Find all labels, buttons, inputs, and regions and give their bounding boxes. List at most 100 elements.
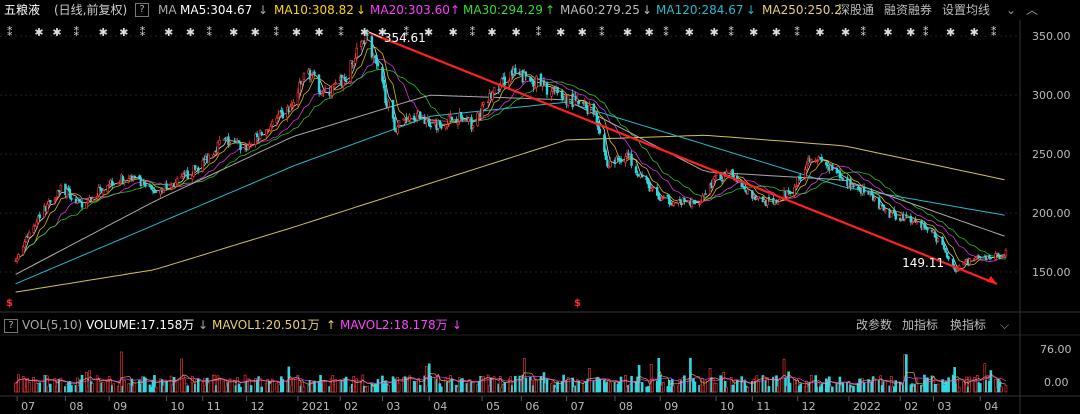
adjust-mode[interactable]: (日线,前复权) xyxy=(54,3,128,17)
candle-body xyxy=(254,133,257,146)
candle-body xyxy=(70,197,73,200)
volume-bar xyxy=(331,375,334,393)
candle-body xyxy=(648,182,651,192)
event-marker: ⁑ xyxy=(206,26,212,39)
volume-bar xyxy=(302,386,306,393)
high-price-label: 354.61 xyxy=(384,31,426,45)
price-tick-label: 300.00 xyxy=(1032,89,1071,102)
candle-body xyxy=(962,262,965,266)
volume-bar xyxy=(725,387,728,393)
candle-body xyxy=(879,204,882,209)
candle-body xyxy=(838,170,842,179)
candle-body xyxy=(370,36,374,58)
candle-body xyxy=(514,67,517,74)
switch-indicator-button[interactable]: 换指标 xyxy=(950,318,987,332)
candle-body xyxy=(186,170,189,179)
candle-body xyxy=(17,253,20,260)
volume-bar xyxy=(989,370,993,393)
dropdown-icon[interactable]: ⌄ xyxy=(1006,3,1017,17)
ma120-value: MA120:284.67 xyxy=(656,3,744,17)
volume-bar xyxy=(542,372,546,393)
candle-body xyxy=(349,60,352,82)
candle-body xyxy=(698,203,701,205)
candle-body xyxy=(651,187,654,190)
add-indicator-button[interactable]: 加指标 xyxy=(902,318,939,332)
volume-bar xyxy=(239,386,242,393)
event-marker: ✱ xyxy=(487,26,496,39)
candle-body xyxy=(883,209,887,213)
candle-body xyxy=(852,185,855,188)
volume-bar xyxy=(831,386,834,393)
ma120-line xyxy=(15,101,1005,285)
candle-body xyxy=(470,117,473,130)
volume-bar xyxy=(418,385,422,393)
mavol1-value: MAVOL1:20.501万 xyxy=(212,318,320,332)
candle-body xyxy=(714,173,718,176)
volume-bar xyxy=(630,375,633,393)
low-price-label: 149.11 xyxy=(902,256,944,270)
volume-bar xyxy=(471,382,475,393)
change-params-button[interactable]: 改参数 xyxy=(856,318,893,332)
volume-bar xyxy=(894,380,898,393)
candle-body xyxy=(24,236,28,242)
candle-body xyxy=(38,214,41,219)
ma60-arrow-icon: ↓ xyxy=(642,3,653,17)
candle-body xyxy=(180,176,183,179)
date-tick-label: 07 xyxy=(571,400,585,413)
candle-body xyxy=(740,182,743,188)
event-marker: ✱ xyxy=(556,26,565,39)
volume-bar xyxy=(352,376,356,393)
ma60-value: MA60:279.25 xyxy=(560,3,640,17)
candle-body xyxy=(393,117,396,130)
volume-bar xyxy=(651,379,654,393)
volume-bar xyxy=(186,385,189,393)
volume-bar xyxy=(498,375,502,393)
candle-body xyxy=(286,106,289,118)
volume-bar xyxy=(165,380,168,393)
volume-bar xyxy=(482,376,485,393)
event-marker: ⁑ xyxy=(536,26,542,39)
candle-body xyxy=(858,186,861,191)
candle-body xyxy=(585,102,588,109)
candle-body xyxy=(449,114,452,117)
candle-body xyxy=(755,198,759,200)
volume-bar xyxy=(545,378,549,393)
vol-help-icon[interactable]: ? xyxy=(4,319,18,333)
collapse-icon[interactable]: ︿ xyxy=(1026,3,1039,17)
candle-body xyxy=(480,104,484,119)
candle-body xyxy=(530,78,534,81)
candle-body xyxy=(148,185,152,187)
volume-bar xyxy=(450,378,454,393)
event-marker: ✱ xyxy=(251,26,260,39)
candle-body xyxy=(609,161,612,168)
stock-name[interactable]: 五粮液 xyxy=(4,3,41,17)
candle-body xyxy=(459,111,463,118)
candle-body xyxy=(539,73,543,87)
volume-bar xyxy=(169,375,173,393)
candle-body xyxy=(79,200,82,203)
candle-body xyxy=(509,71,512,82)
volume-bar xyxy=(70,385,73,393)
candle-body xyxy=(915,221,919,224)
candle-body xyxy=(376,62,380,67)
price-tick-label: 200.00 xyxy=(1032,207,1071,220)
volume-bar xyxy=(258,378,262,393)
downtrend-line xyxy=(368,31,998,285)
sz-connect-button[interactable]: 深股通 xyxy=(838,3,875,17)
ma30-value: MA30:294.29 xyxy=(463,3,543,17)
volume-bar xyxy=(978,383,982,393)
candle-body xyxy=(112,183,115,186)
volume-bar xyxy=(746,387,750,393)
volume-bar xyxy=(112,383,116,393)
set-ma-button[interactable]: 设置均线 xyxy=(942,3,991,17)
volume-bar xyxy=(787,371,790,393)
volume-bar xyxy=(571,377,574,393)
candle-body xyxy=(657,193,660,200)
candle-body xyxy=(683,197,686,203)
candle-body xyxy=(308,70,312,80)
margin-button[interactable]: 融资融券 xyxy=(884,3,933,17)
volume-bar xyxy=(879,375,882,393)
help-icon[interactable]: ? xyxy=(135,3,149,17)
collapse-panel-icon[interactable]: ⌵ xyxy=(1000,318,1010,332)
